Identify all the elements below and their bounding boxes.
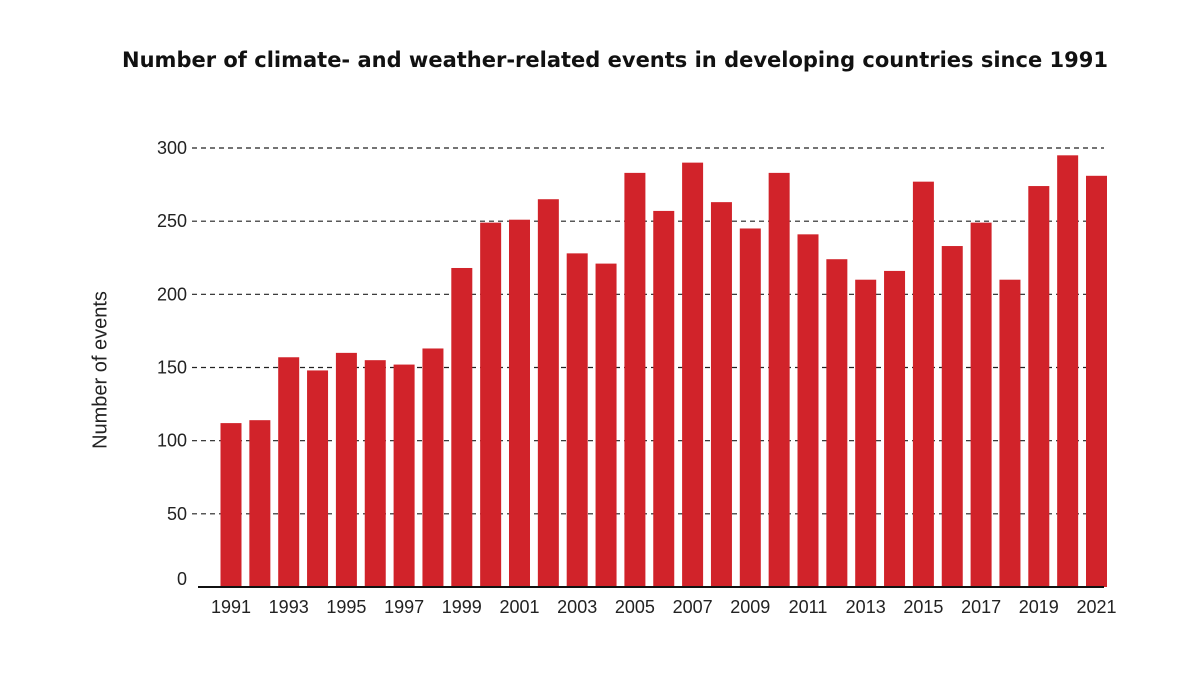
bar-2020 bbox=[1057, 155, 1079, 587]
bar-2005 bbox=[624, 172, 646, 587]
x-tick-label: 1999 bbox=[442, 597, 482, 617]
bar-2016 bbox=[941, 246, 963, 588]
bar-2010 bbox=[768, 172, 790, 587]
bar-1994 bbox=[307, 370, 329, 587]
bar-2019 bbox=[1028, 186, 1050, 588]
y-tick-label: 150 bbox=[157, 358, 187, 378]
bar-1996 bbox=[364, 360, 386, 587]
x-tick-label: 2005 bbox=[615, 597, 655, 617]
y-tick-label: 50 bbox=[167, 504, 187, 524]
bar-1991 bbox=[220, 423, 242, 587]
bar-1993 bbox=[278, 357, 300, 587]
bar-2008 bbox=[710, 202, 732, 587]
x-tick-label: 1993 bbox=[269, 597, 309, 617]
y-tick-label: 300 bbox=[157, 138, 187, 158]
bar-2018 bbox=[999, 279, 1021, 587]
x-tick-label: 2003 bbox=[557, 597, 597, 617]
x-tick-label: 2013 bbox=[846, 597, 886, 617]
x-tick-label: 1991 bbox=[211, 597, 251, 617]
bar-2009 bbox=[739, 228, 761, 588]
x-tick-label: 1997 bbox=[384, 597, 424, 617]
x-tick-label: 2011 bbox=[789, 597, 828, 617]
x-tick-label: 2021 bbox=[1076, 597, 1116, 617]
x-tick-label: 2009 bbox=[730, 597, 770, 617]
bar-2006 bbox=[653, 210, 675, 588]
bar-2017 bbox=[970, 222, 992, 587]
y-tick-label: 250 bbox=[157, 211, 187, 231]
bar-2015 bbox=[912, 181, 934, 587]
bar-1999 bbox=[451, 267, 473, 587]
bar-2011 bbox=[797, 234, 819, 587]
bar-2021 bbox=[1086, 175, 1107, 588]
bar-2012 bbox=[826, 259, 848, 587]
x-tick-label: 2007 bbox=[673, 597, 713, 617]
bar-1995 bbox=[335, 352, 357, 587]
bar-2013 bbox=[855, 279, 877, 587]
gridlines bbox=[192, 147, 1104, 515]
bar-1998 bbox=[422, 348, 444, 587]
bar-2003 bbox=[566, 253, 588, 588]
bar-1997 bbox=[393, 364, 415, 587]
x-tick-label: 2019 bbox=[1019, 597, 1059, 617]
x-tick-label: 1995 bbox=[326, 597, 366, 617]
chart-title: Number of climate- and weather-related e… bbox=[122, 48, 1108, 72]
bar-2004 bbox=[595, 263, 617, 587]
y-tick-label: 100 bbox=[157, 431, 187, 451]
x-tick-label: 2017 bbox=[961, 597, 1001, 617]
x-tick-label: 2015 bbox=[903, 597, 943, 617]
bar-2002 bbox=[537, 199, 559, 587]
y-tick-label: 200 bbox=[157, 284, 187, 304]
bar-1992 bbox=[249, 420, 271, 587]
bars bbox=[220, 155, 1107, 588]
bar-2007 bbox=[682, 162, 704, 587]
x-tick-label: 2001 bbox=[499, 597, 539, 617]
bar-2001 bbox=[509, 219, 530, 587]
y-tick-labels: 0 50 100 150 200 250 300 bbox=[157, 138, 187, 589]
bar-2000 bbox=[480, 222, 502, 587]
y-tick-label: 0 bbox=[177, 569, 187, 589]
bar-2014 bbox=[884, 270, 906, 587]
x-tick-labels: 1991 1993 1995 1997 1999 2001 2003 2005 2007 2009… bbox=[211, 597, 1117, 617]
